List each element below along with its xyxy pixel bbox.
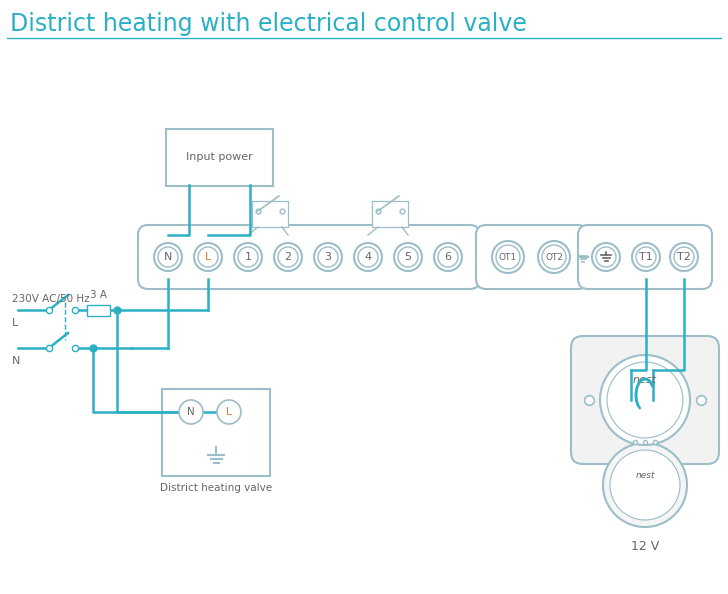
Text: 12 V: 12 V xyxy=(631,540,659,553)
Circle shape xyxy=(603,443,687,527)
Text: 3: 3 xyxy=(325,252,331,262)
Text: N: N xyxy=(12,356,20,366)
Circle shape xyxy=(158,247,178,267)
Circle shape xyxy=(394,243,422,271)
Circle shape xyxy=(354,243,382,271)
Circle shape xyxy=(538,241,570,273)
FancyBboxPatch shape xyxy=(571,336,719,464)
FancyBboxPatch shape xyxy=(138,225,480,289)
Circle shape xyxy=(592,243,620,271)
Circle shape xyxy=(596,247,616,267)
Text: OT1: OT1 xyxy=(499,252,517,261)
Circle shape xyxy=(632,243,660,271)
Circle shape xyxy=(318,247,338,267)
Text: 5: 5 xyxy=(405,252,411,262)
FancyBboxPatch shape xyxy=(166,129,273,186)
FancyBboxPatch shape xyxy=(578,225,712,289)
Circle shape xyxy=(154,243,182,271)
FancyBboxPatch shape xyxy=(252,201,288,227)
Circle shape xyxy=(179,400,203,424)
Text: 4: 4 xyxy=(365,252,371,262)
Text: 6: 6 xyxy=(445,252,451,262)
Text: T1: T1 xyxy=(639,252,653,262)
Circle shape xyxy=(670,243,698,271)
Circle shape xyxy=(674,247,694,267)
Circle shape xyxy=(434,243,462,271)
Circle shape xyxy=(194,243,222,271)
Circle shape xyxy=(636,247,656,267)
Text: OT2: OT2 xyxy=(545,252,563,261)
Circle shape xyxy=(234,243,262,271)
Circle shape xyxy=(358,247,378,267)
Text: nest: nest xyxy=(636,470,654,479)
Circle shape xyxy=(438,247,458,267)
Text: N: N xyxy=(164,252,173,262)
FancyBboxPatch shape xyxy=(476,225,588,289)
Circle shape xyxy=(542,245,566,269)
Text: 2: 2 xyxy=(285,252,291,262)
Text: N: N xyxy=(187,407,195,417)
FancyBboxPatch shape xyxy=(87,305,109,315)
Text: L: L xyxy=(12,318,18,328)
FancyBboxPatch shape xyxy=(162,389,270,476)
Text: District heating valve: District heating valve xyxy=(160,483,272,493)
Circle shape xyxy=(217,400,241,424)
Text: L: L xyxy=(226,407,232,417)
Circle shape xyxy=(274,243,302,271)
Text: Input power: Input power xyxy=(186,153,253,163)
Text: 1: 1 xyxy=(245,252,251,262)
Text: District heating with electrical control valve: District heating with electrical control… xyxy=(10,12,527,36)
Circle shape xyxy=(607,362,683,438)
Circle shape xyxy=(610,450,680,520)
Circle shape xyxy=(198,247,218,267)
Text: 3 A: 3 A xyxy=(90,290,106,300)
Text: 230V AC/50 Hz: 230V AC/50 Hz xyxy=(12,294,90,304)
Circle shape xyxy=(600,355,690,445)
Text: nest: nest xyxy=(633,375,657,385)
FancyBboxPatch shape xyxy=(372,201,408,227)
Circle shape xyxy=(398,247,418,267)
Text: T2: T2 xyxy=(677,252,691,262)
Circle shape xyxy=(492,241,524,273)
Circle shape xyxy=(496,245,520,269)
Circle shape xyxy=(238,247,258,267)
Circle shape xyxy=(278,247,298,267)
Circle shape xyxy=(314,243,342,271)
Text: L: L xyxy=(205,252,211,262)
